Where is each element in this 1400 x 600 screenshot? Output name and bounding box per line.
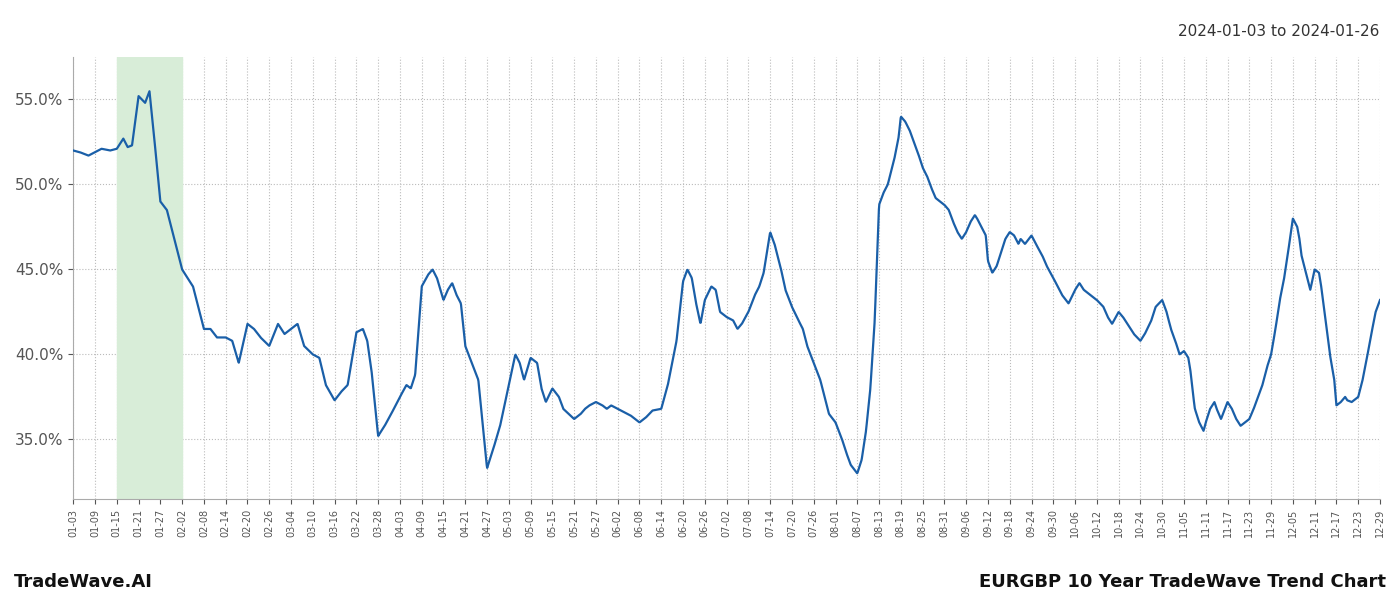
Text: EURGBP 10 Year TradeWave Trend Chart: EURGBP 10 Year TradeWave Trend Chart (979, 573, 1386, 591)
Text: TradeWave.AI: TradeWave.AI (14, 573, 153, 591)
Bar (116, 57, 182, 499)
Text: 2024-01-03 to 2024-01-26: 2024-01-03 to 2024-01-26 (1177, 24, 1379, 39)
